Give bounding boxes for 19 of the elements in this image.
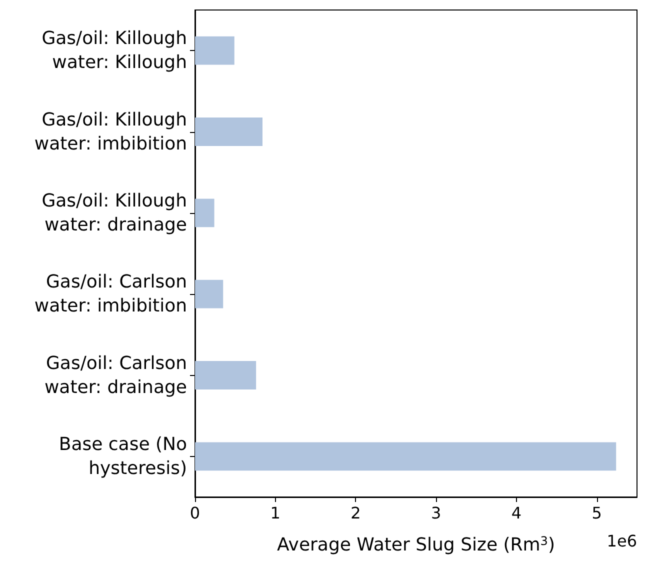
x-tick-label: 2 xyxy=(350,504,361,522)
x-tick-label: 0 xyxy=(190,504,200,522)
y-tick-label: Gas/oil: Killough water: drainage xyxy=(42,190,187,236)
bar xyxy=(195,198,214,228)
x-tick-label: 3 xyxy=(430,504,442,522)
y-tick-label: Gas/oil: Carlson water: drainage xyxy=(44,352,187,398)
y-tick-label: Base case (No hysteresis) xyxy=(58,434,187,479)
y-tick-label: Gas/oil: Killough water: Killough xyxy=(42,28,187,74)
x-tick-label: 1 xyxy=(270,504,280,522)
x-tick-label: 4 xyxy=(511,504,522,522)
bar xyxy=(195,442,616,471)
x-tick-label: 5 xyxy=(592,504,602,522)
y-tick-label: Gas/oil: Killough water: imbibition xyxy=(34,109,187,154)
bar xyxy=(195,280,224,308)
y-tick-label: Gas/oil: Carlson water: imbibition xyxy=(34,272,187,317)
bar xyxy=(195,118,263,146)
bar xyxy=(195,361,256,390)
bar xyxy=(195,36,234,65)
text: 1e6 xyxy=(606,532,637,550)
